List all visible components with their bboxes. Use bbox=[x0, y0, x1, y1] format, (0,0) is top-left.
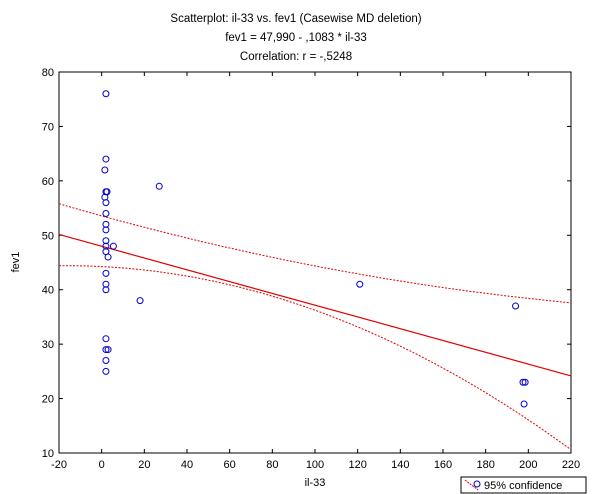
data-point bbox=[102, 90, 110, 98]
x-tick-label: 80 bbox=[266, 459, 278, 471]
x-tick-label: 100 bbox=[306, 459, 324, 471]
chart-correlation: Correlation: r = -,5248 bbox=[239, 51, 353, 63]
data-point bbox=[519, 378, 527, 386]
data-point bbox=[155, 182, 163, 190]
confidence-band-upper bbox=[58, 203, 572, 304]
confidence-band-lower bbox=[58, 265, 572, 451]
x-tick-label: 0 bbox=[99, 459, 105, 471]
x-tick-label: 140 bbox=[391, 459, 409, 471]
y-axis-title: fev1 bbox=[10, 252, 22, 273]
y-tick-label: 20 bbox=[42, 394, 54, 406]
data-point bbox=[512, 302, 520, 310]
x-tick-label: 180 bbox=[476, 459, 494, 471]
data-point bbox=[136, 297, 144, 305]
data-point bbox=[102, 286, 110, 294]
chart-equation: fev1 = 47,990 - ,1083 * il-33 bbox=[225, 32, 367, 44]
data-point bbox=[102, 335, 110, 343]
legend-box bbox=[460, 476, 587, 494]
x-tick-label: 60 bbox=[224, 459, 236, 471]
data-point bbox=[521, 378, 529, 386]
y-tick-label: 50 bbox=[42, 230, 54, 242]
data-point bbox=[102, 199, 110, 207]
x-axis-title: il-33 bbox=[305, 477, 326, 489]
legend-point-swatch bbox=[473, 480, 481, 488]
data-point bbox=[102, 237, 110, 245]
y-tick-label: 80 bbox=[42, 67, 54, 79]
data-point bbox=[109, 242, 117, 250]
data-point bbox=[520, 400, 528, 408]
legend-confidence-swatch bbox=[464, 479, 479, 491]
x-tick-label: 120 bbox=[348, 459, 366, 471]
x-tick-label: 200 bbox=[519, 459, 537, 471]
y-tick-label: 60 bbox=[42, 176, 54, 188]
y-tick-label: 30 bbox=[42, 339, 54, 351]
x-tick-label: -20 bbox=[51, 459, 67, 471]
data-point bbox=[102, 210, 110, 218]
regression-line bbox=[58, 233, 572, 377]
data-point bbox=[102, 356, 110, 364]
legend-label: 95% confidence bbox=[484, 480, 562, 492]
data-point bbox=[102, 280, 110, 288]
data-point bbox=[356, 280, 364, 288]
x-tick-label: 20 bbox=[138, 459, 150, 471]
data-point bbox=[102, 242, 110, 250]
x-tick-label: 40 bbox=[181, 459, 193, 471]
data-point bbox=[102, 269, 110, 277]
data-point bbox=[102, 226, 110, 234]
data-point bbox=[102, 220, 110, 228]
x-tick-label: 160 bbox=[434, 459, 452, 471]
data-point bbox=[102, 155, 110, 163]
data-point bbox=[104, 253, 112, 261]
y-tick-label: 10 bbox=[42, 448, 54, 460]
legend: 95% confidence bbox=[460, 476, 587, 494]
data-point bbox=[102, 346, 110, 354]
data-point bbox=[101, 166, 109, 174]
data-point bbox=[104, 346, 112, 354]
plot-area bbox=[58, 71, 572, 454]
chart-title: Scatterplot: il-33 vs. fev1 (Casewise MD… bbox=[170, 13, 422, 25]
y-tick-label: 70 bbox=[42, 121, 54, 133]
data-point bbox=[102, 367, 110, 375]
y-tick-label: 40 bbox=[42, 285, 54, 297]
x-tick-label: 220 bbox=[562, 459, 580, 471]
